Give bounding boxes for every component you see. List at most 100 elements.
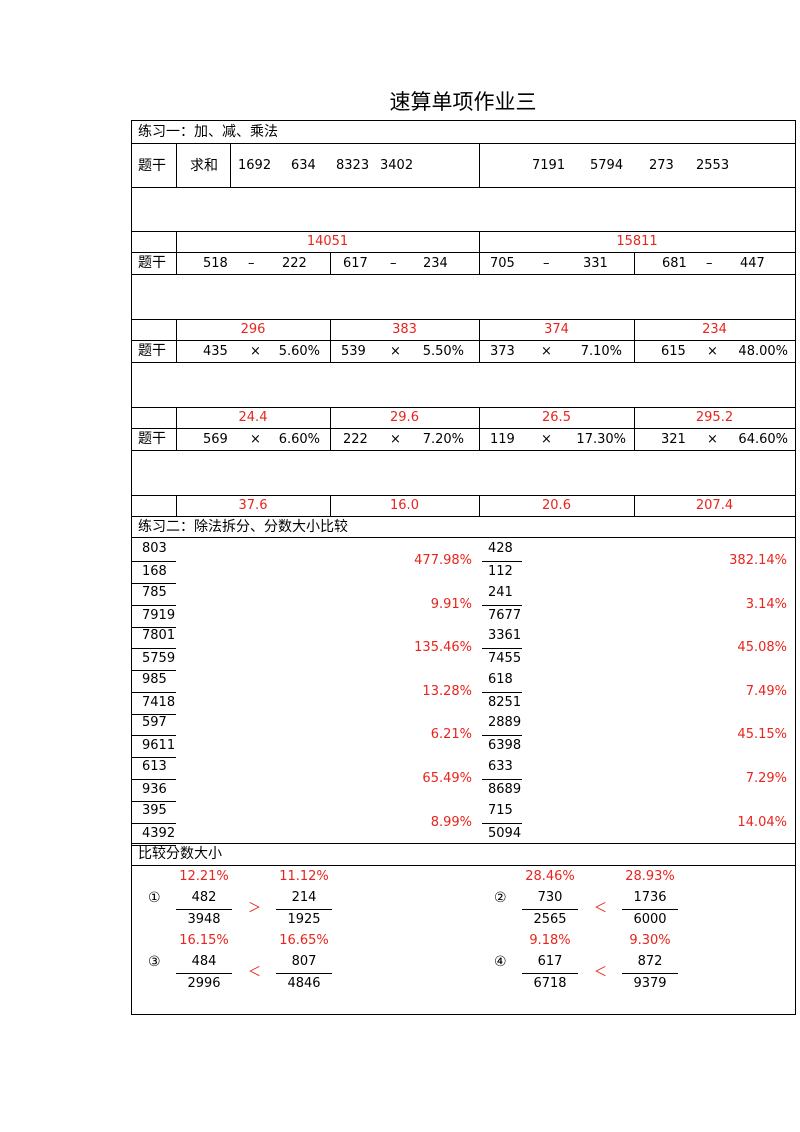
denominator-1: 3948 xyxy=(187,912,221,927)
division-answer: 7.49% xyxy=(745,683,787,699)
sub-1-a: 518 xyxy=(203,256,228,271)
fraction-numerator: 2889 xyxy=(488,715,522,731)
mul1-4-b: 48.00% xyxy=(738,344,788,359)
mul2-answer-2: 16.0 xyxy=(390,498,419,513)
fraction-denominator: 9611 xyxy=(142,738,176,754)
fraction-numerator: 241 xyxy=(488,584,513,600)
compare-sign: ＞ xyxy=(248,901,262,916)
fraction-bar xyxy=(132,604,176,606)
answer-rule xyxy=(176,1014,232,1015)
division-answer: 8.99% xyxy=(430,814,472,830)
mul2-3-op: × xyxy=(541,432,552,447)
sub-1-b: 222 xyxy=(282,256,307,271)
denominator-2: 6000 xyxy=(633,912,667,927)
sub-answer-4: 234 xyxy=(702,322,727,337)
division-answer: 7.29% xyxy=(745,771,787,786)
division-answer: 477.98% xyxy=(414,553,472,568)
page-title: 速算单项作业三 xyxy=(389,90,537,114)
mul2-2-op: × xyxy=(390,432,401,447)
compare-sign: ＜ xyxy=(594,965,608,980)
mul1-3-op: × xyxy=(541,344,552,359)
fraction-denominator: 7677 xyxy=(488,607,522,623)
question-number: ① xyxy=(148,890,161,906)
numerator-1: 730 xyxy=(537,890,563,905)
sub-3-op: – xyxy=(543,256,550,271)
mul1-2-a: 539 xyxy=(341,344,366,359)
fraction-bar xyxy=(276,909,332,910)
question-number: ④ xyxy=(494,954,507,970)
sub-answer-2: 383 xyxy=(392,322,417,337)
mul2-answer-1: 37.6 xyxy=(238,498,268,513)
sum-left-1: 1692 xyxy=(238,158,272,173)
division-answer: 45.15% xyxy=(737,727,787,743)
fraction-denominator: 4392 xyxy=(142,825,176,841)
fraction-numerator: 3361 xyxy=(488,628,522,644)
mul1-answer-2: 29.6 xyxy=(390,410,419,425)
fraction-numerator: 633 xyxy=(488,759,513,774)
mul1-2-b: 5.50% xyxy=(422,344,464,359)
fraction-numerator: 597 xyxy=(142,715,167,731)
mul2-answer-4: 207.4 xyxy=(695,498,734,513)
denominator-2: 9379 xyxy=(633,976,667,991)
numerator-2: 872 xyxy=(637,954,663,969)
fraction-numerator: 785 xyxy=(142,584,167,600)
row-rule xyxy=(132,583,176,584)
sub-3-b: 331 xyxy=(583,256,608,271)
sub-3-a: 705 xyxy=(490,256,515,271)
mul2-4-a: 321 xyxy=(661,432,686,447)
sum-left-2: 634 xyxy=(291,158,316,173)
fraction-bar xyxy=(622,909,678,910)
sum-left-4: 3402 xyxy=(380,158,414,173)
sub-4-a: 681 xyxy=(662,256,687,271)
mul2-answer-3: 20.6 xyxy=(542,498,571,513)
mul1-3-a: 373 xyxy=(490,344,515,359)
row-rule xyxy=(132,713,176,715)
sum-right-1: 7191 xyxy=(532,158,566,173)
row-rule xyxy=(132,801,176,802)
row-rule xyxy=(132,844,176,846)
mul2-1-op: × xyxy=(250,432,261,447)
mul1-1-b: 5.60% xyxy=(278,344,320,359)
fraction-bar xyxy=(482,779,522,780)
fraction-bar xyxy=(482,604,522,606)
fraction-bar xyxy=(522,909,578,910)
fraction-denominator: 936 xyxy=(142,782,167,797)
mul1-2-op: × xyxy=(390,344,401,359)
percent-2: 9.30% xyxy=(629,933,671,948)
answer-rule xyxy=(276,1014,332,1015)
stem-label: 题干 xyxy=(138,343,166,359)
mul2-1-a: 569 xyxy=(203,432,228,447)
fraction-denominator: 112 xyxy=(488,564,513,579)
fraction-numerator: 985 xyxy=(142,671,167,687)
mul1-answer-4: 295.2 xyxy=(695,410,734,425)
sum-right-2: 5794 xyxy=(590,158,624,173)
division-answer: 3.14% xyxy=(745,596,787,612)
stem-label: 题干 xyxy=(138,158,166,174)
fraction-bar xyxy=(132,561,176,562)
fraction-denominator: 5759 xyxy=(142,651,176,667)
mul1-answer-1: 24.4 xyxy=(238,410,268,425)
denominator-1: 2565 xyxy=(533,912,567,927)
fraction-bar xyxy=(132,822,176,824)
row-rule xyxy=(132,757,176,759)
exercise-1-heading: 练习一：加、减、乘法 xyxy=(138,124,278,140)
fraction-denominator: 7455 xyxy=(488,651,522,667)
fraction-bar xyxy=(482,735,522,737)
division-answer: 45.08% xyxy=(737,640,787,656)
sub-4-op: – xyxy=(706,256,713,271)
fraction-numerator: 613 xyxy=(142,759,167,774)
percent-2: 16.65% xyxy=(279,933,329,948)
fraction-numerator: 715 xyxy=(488,802,513,818)
numerator-2: 214 xyxy=(291,890,317,905)
percent-1: 16.15% xyxy=(179,933,229,948)
stem-label: 题干 xyxy=(138,255,166,271)
fraction-denominator: 168 xyxy=(142,564,167,579)
sub-2-op: – xyxy=(390,256,397,271)
percent-1: 28.46% xyxy=(525,869,575,884)
sub-answer-1: 296 xyxy=(240,322,266,337)
denominator-2: 1925 xyxy=(287,912,321,927)
fraction-bar xyxy=(522,973,578,974)
division-answer: 14.04% xyxy=(737,814,787,830)
percent-2: 28.93% xyxy=(625,869,675,884)
fraction-bar xyxy=(132,648,176,650)
